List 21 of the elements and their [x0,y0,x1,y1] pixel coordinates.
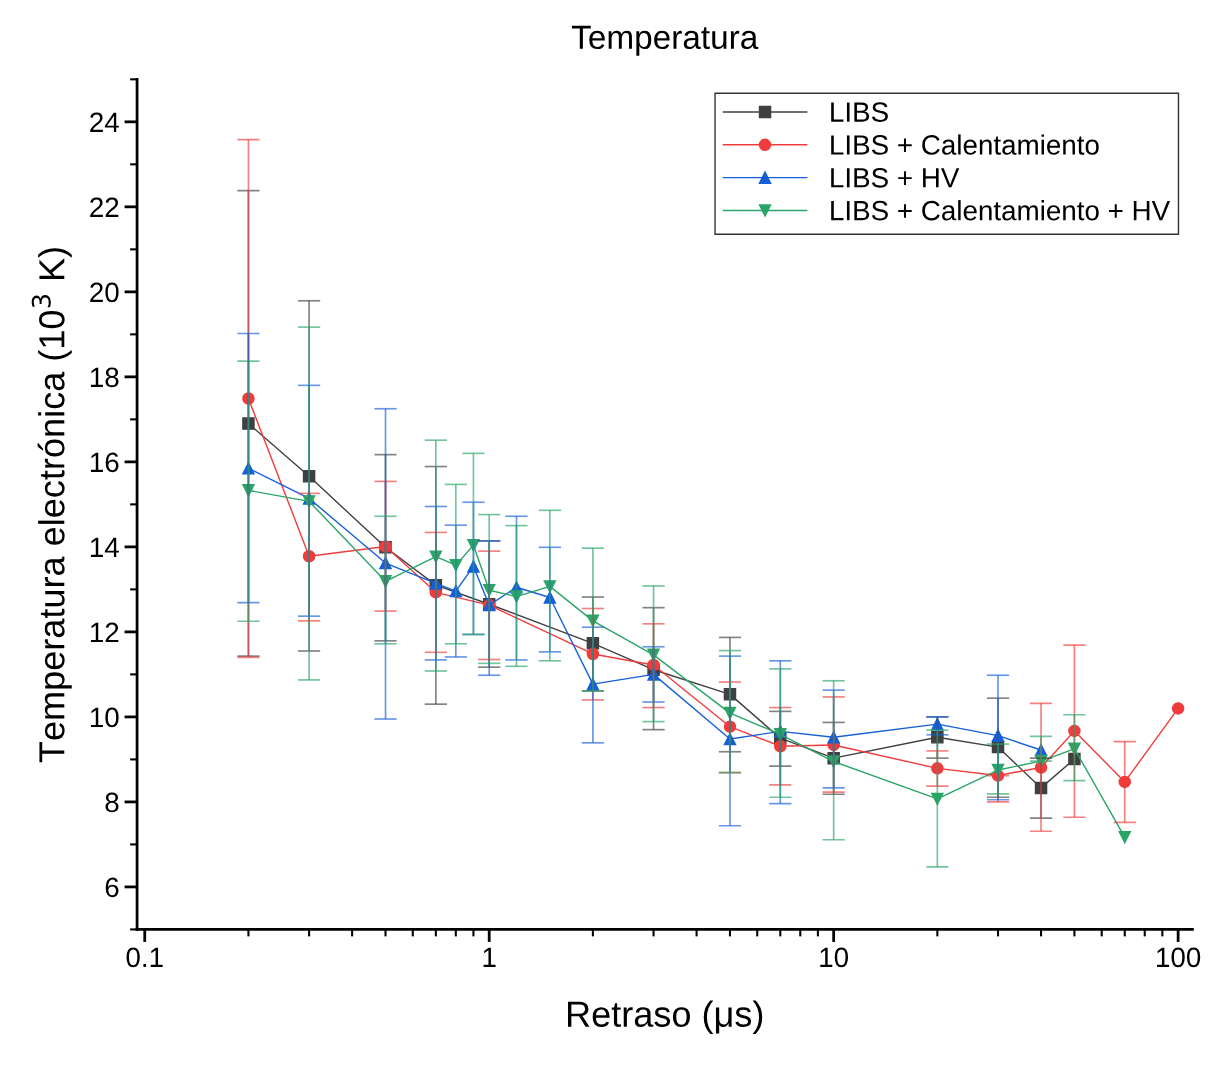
chart-title: Temperatura [571,25,759,56]
y-axis-title: Temperatura electrónica (10$^{3}$ K) [31,248,72,763]
legend-label: LIBS + Calentamiento + HV [831,200,1171,221]
y-tick-label: 6 [105,877,119,898]
x-axis-title: Retraso (μs) [568,1000,763,1035]
x-tick-label: 1 [483,947,496,967]
y-tick-label: 18 [90,367,119,388]
x-tick-label: 100 [1157,947,1201,968]
y-tick-label: 10 [90,707,119,728]
y-tick-label: 22 [90,197,119,217]
y-tick-label: 12 [90,622,119,642]
y-tick-label: 20 [90,282,119,303]
y-tick-label: 16 [90,452,119,473]
x-tick-label: 0.1 [126,947,163,968]
legend-label: LIBS [831,102,888,122]
legend-label: LIBS + HV [831,167,960,188]
x-tick-label: 10 [820,947,849,968]
legend-label: LIBS + Calentamiento [831,134,1099,155]
y-tick-label: 8 [105,792,119,813]
y-tick-label: 14 [90,537,119,557]
y-tick-label: 24 [90,112,119,132]
